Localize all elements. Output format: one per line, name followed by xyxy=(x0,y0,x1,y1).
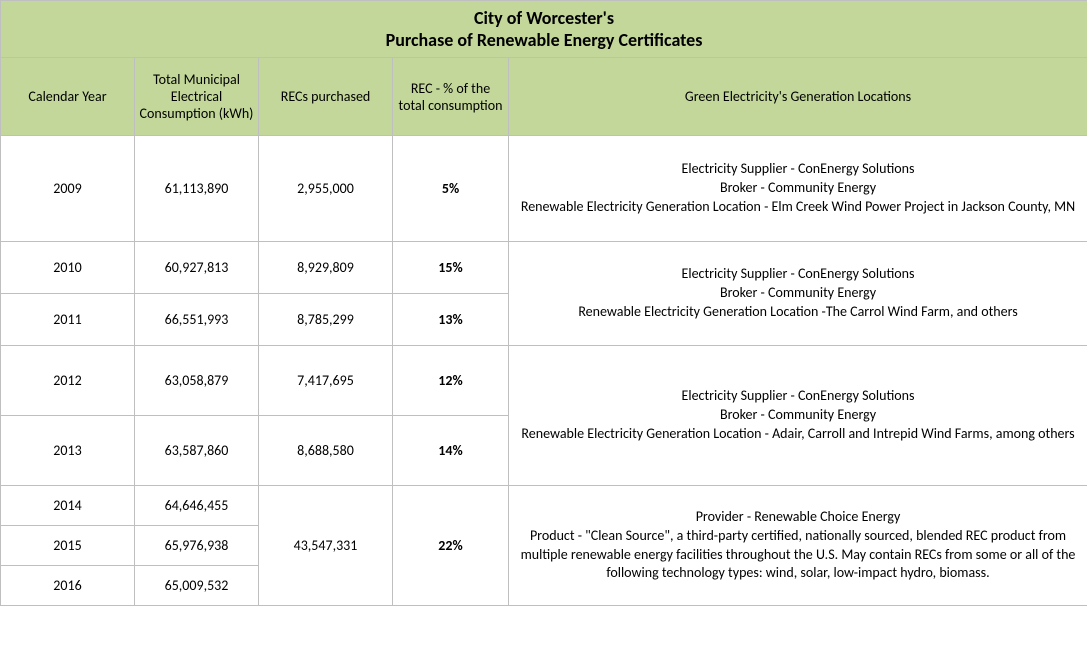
cell-year: 2011 xyxy=(1,294,135,346)
cell-pct: 15% xyxy=(393,242,509,294)
cell-recs: 7,417,695 xyxy=(259,346,393,416)
cell-recs: 2,955,000 xyxy=(259,136,393,242)
cell-consumption: 61,113,890 xyxy=(135,136,259,242)
rec-table: City of Worcester's Purchase of Renewabl… xyxy=(0,0,1087,606)
cell-location: Electricity Supplier - ConEnergy Solutio… xyxy=(509,346,1087,486)
header-locations: Green Electricity's Generation Locations xyxy=(509,58,1087,136)
cell-year: 2009 xyxy=(1,136,135,242)
title-line-2: Purchase of Renewable Energy Certificate… xyxy=(5,29,1083,51)
cell-year: 2012 xyxy=(1,346,135,416)
header-year: Calendar Year xyxy=(1,58,135,136)
cell-location: Electricity Supplier - ConEnergy Solutio… xyxy=(509,242,1087,346)
header-recs: RECs purchased xyxy=(259,58,393,136)
cell-recs: 8,785,299 xyxy=(259,294,393,346)
cell-consumption: 65,009,532 xyxy=(135,566,259,606)
cell-pct: 14% xyxy=(393,416,509,486)
table-title: City of Worcester's Purchase of Renewabl… xyxy=(1,1,1087,58)
title-line-1: City of Worcester's xyxy=(5,7,1083,29)
cell-recs: 8,929,809 xyxy=(259,242,393,294)
table-row: 2012 63,058,879 7,417,695 12% Electricit… xyxy=(1,346,1087,416)
cell-location: Provider - Renewable Choice EnergyProduc… xyxy=(509,486,1087,606)
table-row: 2014 64,646,455 43,547,331 22% Provider … xyxy=(1,486,1087,526)
cell-year: 2016 xyxy=(1,566,135,606)
header-consumption: Total Municipal Electrical Consumption (… xyxy=(135,58,259,136)
cell-year: 2013 xyxy=(1,416,135,486)
cell-consumption: 66,551,993 xyxy=(135,294,259,346)
cell-year: 2010 xyxy=(1,242,135,294)
cell-year: 2014 xyxy=(1,486,135,526)
table-row: 2009 61,113,890 2,955,000 5% Electricity… xyxy=(1,136,1087,242)
cell-pct: 13% xyxy=(393,294,509,346)
header-row: Calendar Year Total Municipal Electrical… xyxy=(1,58,1087,136)
cell-year: 2015 xyxy=(1,526,135,566)
cell-consumption: 63,058,879 xyxy=(135,346,259,416)
cell-pct: 5% xyxy=(393,136,509,242)
cell-consumption: 65,976,938 xyxy=(135,526,259,566)
cell-consumption: 60,927,813 xyxy=(135,242,259,294)
cell-pct: 12% xyxy=(393,346,509,416)
table-row: 2010 60,927,813 8,929,809 15% Electricit… xyxy=(1,242,1087,294)
cell-recs: 8,688,580 xyxy=(259,416,393,486)
title-row: City of Worcester's Purchase of Renewabl… xyxy=(1,1,1087,58)
cell-location: Electricity Supplier - ConEnergy Solutio… xyxy=(509,136,1087,242)
cell-consumption: 64,646,455 xyxy=(135,486,259,526)
cell-pct: 22% xyxy=(393,486,509,606)
header-pct: REC - % of the total consumption xyxy=(393,58,509,136)
cell-consumption: 63,587,860 xyxy=(135,416,259,486)
cell-recs: 43,547,331 xyxy=(259,486,393,606)
